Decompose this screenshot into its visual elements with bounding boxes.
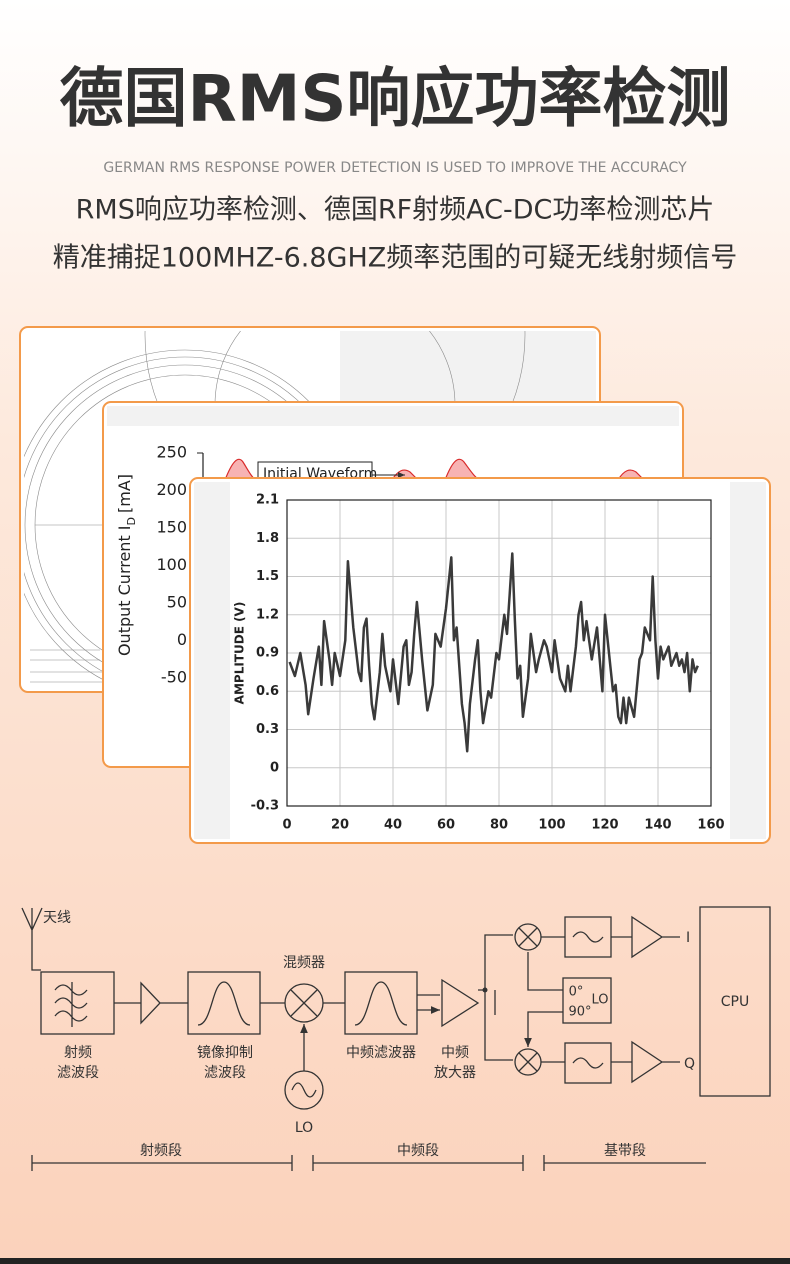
stage-label: 中频段 xyxy=(397,1143,439,1159)
y-axis-label: D xyxy=(125,517,138,525)
block-label: LO xyxy=(591,993,608,1008)
y-tick-label: 0.3 xyxy=(256,722,279,737)
x-tick-label: 120 xyxy=(591,818,618,833)
block-diagram: 天线 射频 滤波段 镜像抑制 滤波段 混频器 LO 中频滤波器 中频 放大器 0… xyxy=(21,906,771,1171)
block-label: 混频器 xyxy=(283,955,325,971)
y-tick-label: 1.5 xyxy=(256,569,279,584)
description: 精准捕捉100MHZ-6.8GHZ频率范围的可疑无线射频信号 xyxy=(53,243,738,274)
y-tick-label: 100 xyxy=(156,555,187,574)
block-label: 射频 xyxy=(64,1045,92,1061)
y-axis-label: [mA] xyxy=(115,474,134,513)
output-label: I xyxy=(686,930,690,946)
y-axis-label: Output Current ID [mA] xyxy=(115,474,138,656)
x-tick-label: 40 xyxy=(384,818,402,833)
subtitle: GERMAN RMS RESPONSE POWER DETECTION IS U… xyxy=(103,160,687,176)
block-label: 0° xyxy=(569,985,584,1000)
y-tick-label: 0.9 xyxy=(256,646,279,661)
output-label: Q xyxy=(684,1056,695,1072)
y-tick-label: 200 xyxy=(156,480,187,499)
y-tick-label: 0 xyxy=(270,760,279,775)
y-tick-label: 0.6 xyxy=(256,684,279,699)
stage-label: 基带段 xyxy=(604,1142,646,1159)
block-label: 中频滤波器 xyxy=(346,1045,416,1061)
y-tick-label: 2.1 xyxy=(256,493,279,508)
block-label: LO xyxy=(295,1120,313,1136)
amplitude-card: 2.11.81.51.20.90.60.30-0.30 20 40 60 80 100 12… xyxy=(189,477,771,844)
y-tick-label: -0.3 xyxy=(251,799,279,814)
description: RMS响应功率检测、德国RF射频AC-DC功率检测芯片 xyxy=(76,195,715,226)
block-label: 镜像抑制 xyxy=(197,1045,253,1061)
x-tick-label: 80 xyxy=(490,818,508,833)
block-label: 滤波段 xyxy=(204,1065,246,1081)
x-tick-label: 60 xyxy=(437,818,455,833)
y-tick-label: -50 xyxy=(161,668,187,687)
block-label: 90° xyxy=(568,1005,591,1020)
y-axis-label: AMPLITUDE (V) xyxy=(233,602,247,705)
y-axis-label: Output Current I xyxy=(115,525,134,656)
y-tick-label: 0 xyxy=(177,630,187,649)
plot-frame xyxy=(286,499,712,807)
bottom-bar xyxy=(0,1258,790,1264)
title: 德国RMS响应功率检测 xyxy=(59,63,730,137)
x-tick-label: 160 xyxy=(697,818,724,833)
y-tick-label: 250 xyxy=(156,443,187,462)
antenna-label: 天线 xyxy=(43,910,71,926)
x-tick-label: 140 xyxy=(644,818,671,833)
y-tick-label: 50 xyxy=(167,593,187,612)
x-tick-label: 100 xyxy=(538,818,565,833)
block-label: 放大器 xyxy=(434,1065,476,1081)
stage-label: 射频段 xyxy=(140,1143,182,1159)
y-tick-label: 1.8 xyxy=(256,531,279,546)
x-tick-label: 20 xyxy=(331,818,349,833)
data-line xyxy=(288,552,699,753)
block-label: CPU xyxy=(721,994,749,1010)
block-label: 滤波段 xyxy=(57,1065,99,1081)
y-tick-label: 150 xyxy=(156,518,187,537)
block-label: 中频 xyxy=(441,1045,469,1061)
x-tick-label: 0 xyxy=(282,818,291,833)
y-tick-label: 1.2 xyxy=(256,607,279,622)
